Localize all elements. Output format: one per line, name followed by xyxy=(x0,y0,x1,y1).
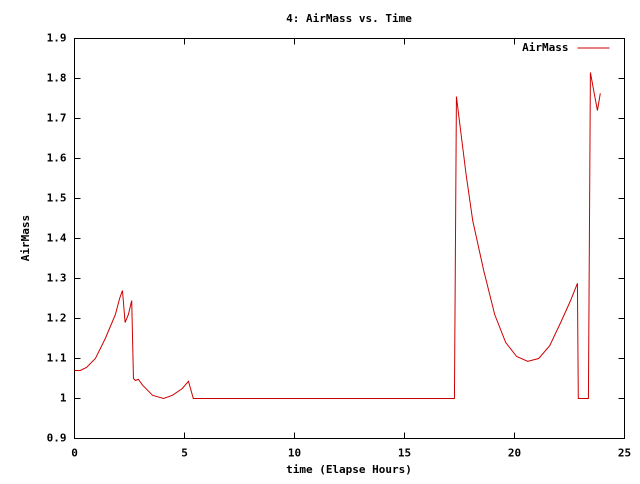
y-tick-label: 1.5 xyxy=(47,192,67,205)
x-tick-label: 0 xyxy=(71,447,78,460)
x-tick-label: 25 xyxy=(618,447,631,460)
y-tick-label: 1.3 xyxy=(47,272,67,285)
y-tick-label: 1.1 xyxy=(47,352,67,365)
y-axis-label: AirMass xyxy=(19,215,32,261)
y-tick-label: 1 xyxy=(60,392,67,405)
y-tick-label: 1.4 xyxy=(47,232,67,245)
y-tick-label: 0.9 xyxy=(47,432,67,445)
chart-title: 4: AirMass vs. Time xyxy=(286,12,412,25)
x-axis-label: time (Elapse Hours) xyxy=(286,463,412,476)
x-tick-label: 20 xyxy=(508,447,521,460)
y-tick-label: 1.6 xyxy=(47,152,67,165)
y-tick-label: 1.9 xyxy=(47,32,67,45)
y-tick-label: 1.7 xyxy=(47,112,67,125)
legend-label: AirMass xyxy=(522,41,568,54)
y-tick-label: 1.8 xyxy=(47,72,67,85)
y-tick-label: 1.2 xyxy=(47,312,67,325)
data-line xyxy=(74,72,601,400)
x-tick-label: 10 xyxy=(288,447,301,460)
x-tick-label: 15 xyxy=(398,447,411,460)
x-tick-label: 5 xyxy=(181,447,188,460)
